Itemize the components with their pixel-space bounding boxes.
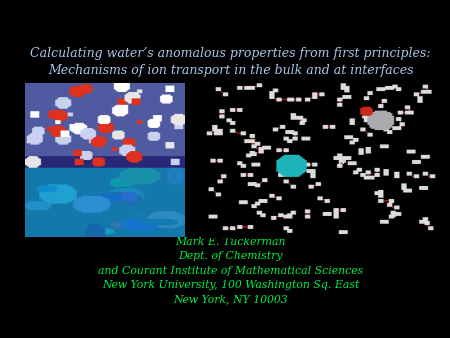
Text: Image: news.softpedia.com: Image: news.softpedia.com — [76, 227, 163, 232]
Text: Calculating water’s anomalous properties from first principles:
Mechanisms of io: Calculating water’s anomalous properties… — [31, 47, 431, 77]
Text: Mark E. Tuckerman
Dept. of Chemistry
and Courant Institute of Mathematical Scien: Mark E. Tuckerman Dept. of Chemistry and… — [98, 237, 363, 305]
